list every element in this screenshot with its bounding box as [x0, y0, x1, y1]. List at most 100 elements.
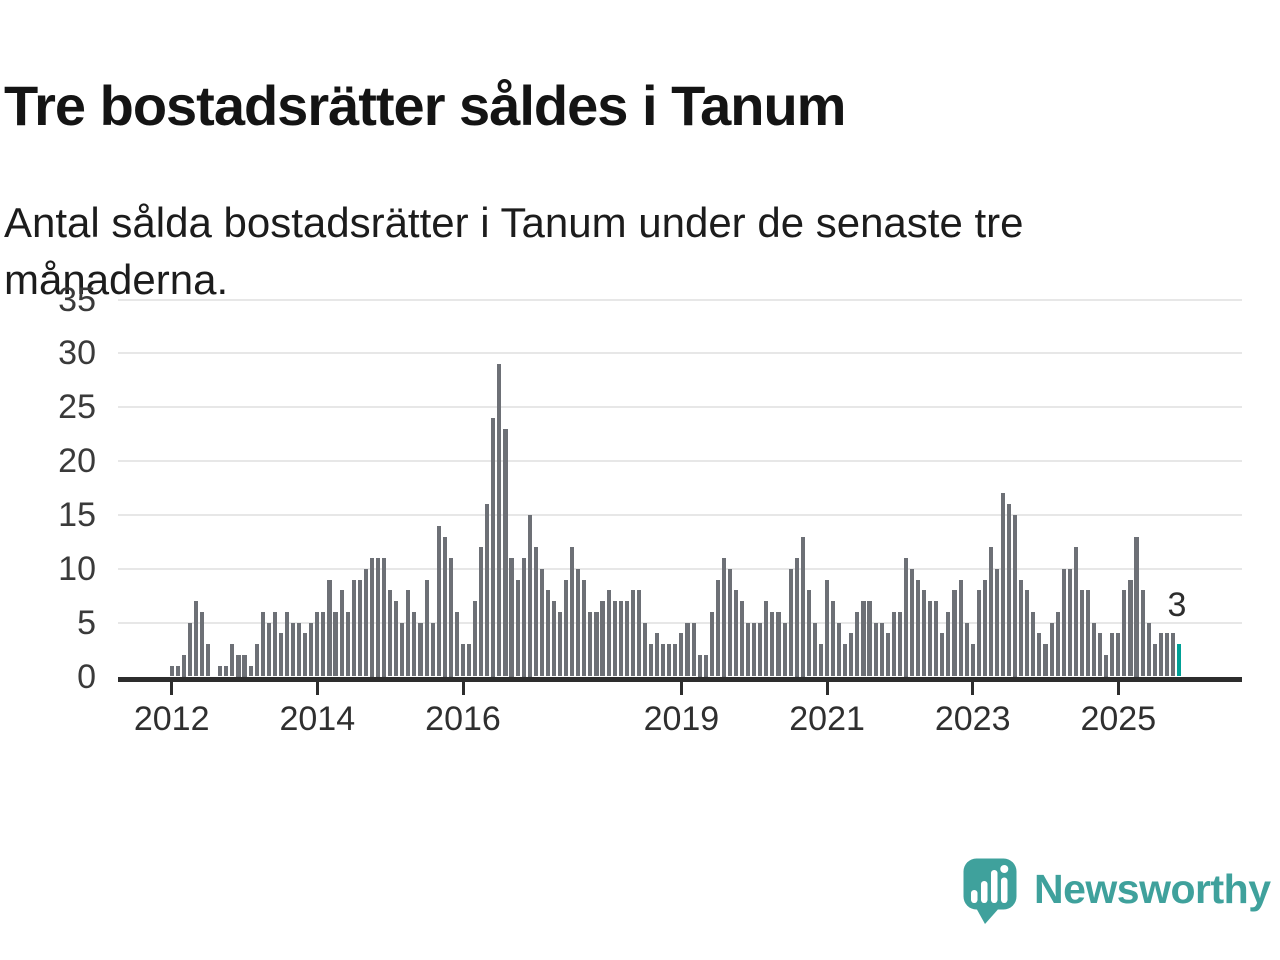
bar-2025-10 [1170, 633, 1175, 677]
bar-2017-11 [594, 611, 599, 677]
bar-2020-03 [764, 601, 769, 677]
y-axis-label-0: 0 [77, 657, 96, 696]
bar-2019-01 [679, 633, 684, 677]
bar-2015-04 [406, 590, 411, 677]
bar-2012-02 [175, 665, 180, 677]
bar-2012-05 [193, 601, 199, 677]
bar-2013-03 [254, 644, 259, 677]
bar-2021-11 [885, 633, 890, 677]
bar-2018-10 [661, 644, 666, 677]
x-axis-tick-2016 [461, 681, 465, 695]
bar-2012-11 [230, 644, 235, 677]
bar-2017-02 [539, 568, 544, 677]
bar-2012-12 [236, 655, 241, 677]
bar-2015-08 [430, 622, 435, 677]
bar-2022-03 [909, 568, 915, 677]
bar-2022-05 [922, 590, 927, 677]
bar-2024-11 [1104, 655, 1109, 677]
bar-2014-02 [321, 611, 326, 677]
bar-2014-09 [363, 568, 368, 677]
bar-2022-09 [946, 611, 951, 677]
bar-2023-10 [1025, 590, 1030, 677]
bar-2024-07 [1079, 590, 1084, 677]
bar-2016-09 [509, 558, 514, 677]
bar-2024-04 [1061, 568, 1066, 677]
bar-2021-04 [843, 644, 848, 677]
bar-2017-08 [576, 568, 581, 677]
bar-2014-05 [339, 590, 344, 677]
bar-2013-10 [297, 622, 302, 677]
bar-2020-06 [782, 622, 787, 677]
bar-2025-02 [1122, 590, 1127, 677]
gridline-y15 [118, 513, 1242, 516]
bar-2014-06 [345, 611, 350, 677]
bar-2014-03 [327, 579, 332, 677]
bar-2022-12 [964, 622, 969, 677]
bar-2021-10 [879, 622, 884, 677]
page-subtitle: Antal sålda bostadsrätter i Tanum under … [4, 199, 1024, 304]
bar-2020-05 [776, 611, 781, 677]
bar-2017-12 [600, 601, 605, 677]
bar-2015-12 [454, 611, 459, 677]
bar-2013-01 [242, 655, 247, 677]
bar-2016-04 [479, 547, 484, 677]
bar-2012-06 [200, 611, 205, 677]
bar-2023-01 [970, 644, 975, 677]
bar-2018-07 [642, 622, 648, 677]
bar-2019-08 [721, 558, 726, 677]
bar-2017-05 [558, 611, 563, 677]
y-axis-label-5: 5 [77, 603, 96, 642]
bar-2022-10 [952, 590, 957, 677]
bar-2015-02 [394, 601, 399, 677]
x-axis-tick-2014 [315, 681, 319, 695]
bar-2024-02 [1049, 622, 1054, 677]
bar-2023-12 [1037, 633, 1042, 677]
bar-2013-07 [278, 633, 283, 677]
bar-2013-08 [284, 611, 290, 677]
bar-2019-12 [746, 622, 751, 677]
bar-2021-12 [891, 611, 896, 677]
x-axis-label-2016: 2016 [425, 700, 501, 738]
bar-2018-09 [655, 633, 660, 677]
bar-2021-06 [855, 611, 860, 677]
bar-2025-06 [1146, 622, 1151, 677]
bar-2023-08 [1013, 515, 1018, 677]
bar-2024-12 [1110, 633, 1115, 677]
bar-2016-07 [497, 364, 502, 677]
gridline-y10 [118, 567, 1242, 570]
bar-2016-11 [521, 558, 526, 677]
bar-2013-04 [260, 611, 265, 677]
bar-2022-08 [940, 633, 945, 677]
bar-2015-09 [436, 525, 441, 677]
bar-2025-04 [1134, 536, 1139, 677]
bar-2019-05 [703, 655, 708, 677]
bar-2019-02 [685, 622, 690, 677]
bar-2019-04 [697, 655, 702, 677]
bar-2023-09 [1019, 579, 1024, 677]
bar-2022-11 [958, 579, 963, 677]
bar-2016-12 [527, 515, 532, 677]
bar-2024-05 [1067, 568, 1072, 677]
bar-2023-05 [994, 568, 1000, 677]
bar-2019-09 [727, 568, 733, 677]
bar-2017-10 [588, 611, 593, 677]
bar-2023-04 [988, 547, 993, 677]
x-axis-label-2025: 2025 [1080, 700, 1157, 738]
bar-2023-07 [1007, 504, 1012, 677]
bar-2020-04 [770, 611, 775, 677]
bar-2013-02 [248, 665, 253, 677]
bar-2015-01 [388, 590, 393, 677]
bar-2017-04 [551, 601, 557, 677]
bar-2021-01 [825, 579, 830, 677]
gridline-y30 [118, 352, 1242, 355]
bar-2021-09 [873, 622, 878, 677]
y-axis-label-10: 10 [58, 549, 96, 588]
y-axis-label-15: 15 [58, 495, 96, 534]
bar-2013-09 [291, 622, 296, 677]
bar-2022-01 [897, 611, 902, 677]
bar-2014-04 [333, 611, 338, 677]
bar-2021-07 [861, 601, 866, 677]
y-axis-label-35: 35 [58, 280, 96, 319]
bar-2019-10 [733, 590, 739, 677]
bar-2020-01 [752, 622, 757, 677]
